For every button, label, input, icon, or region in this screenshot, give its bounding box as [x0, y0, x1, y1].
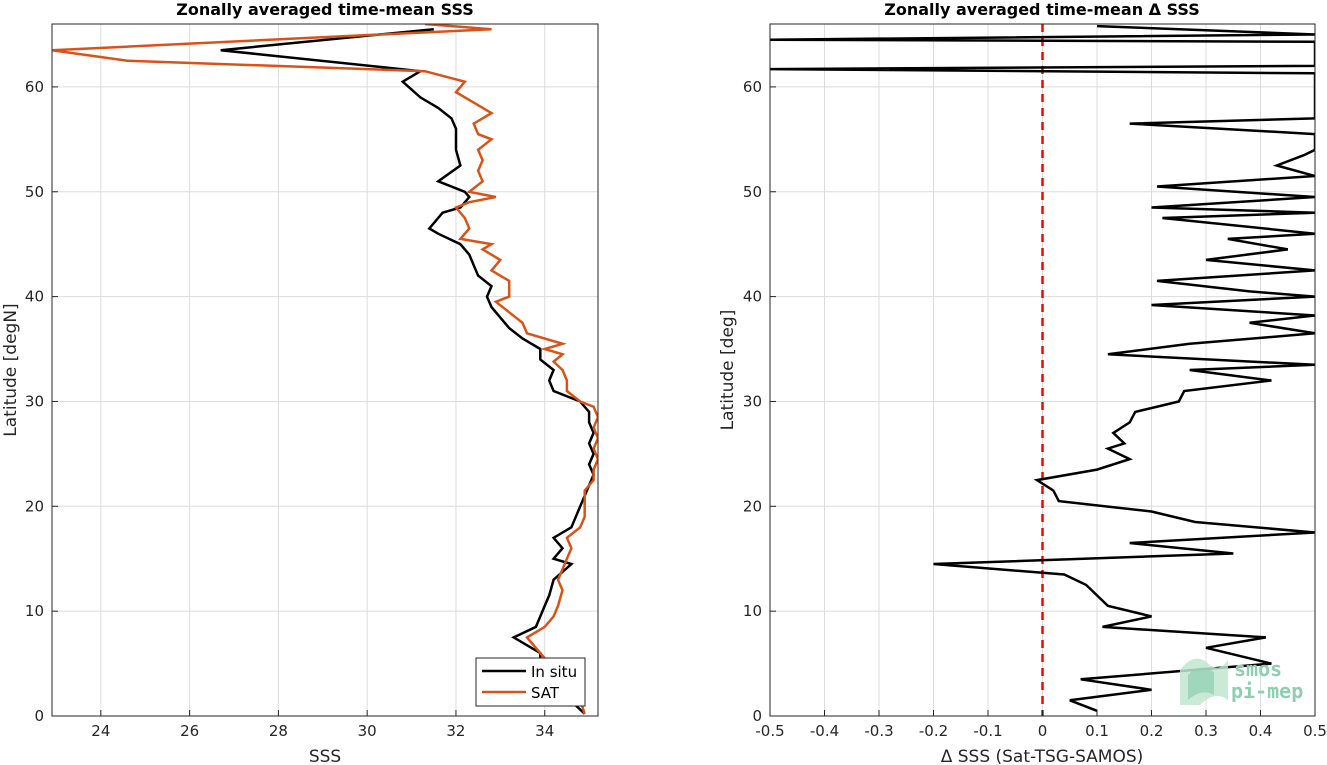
sss-xlabel: SSS — [309, 747, 341, 765]
sss-series — [52, 24, 598, 715]
sss-axes-box — [51, 23, 599, 717]
sss-ylabel: Latitude [degN] — [1, 303, 21, 436]
sss-xtick-label: 32 — [446, 722, 465, 740]
delta-xtick-label: 0.2 — [1140, 722, 1164, 740]
sss-xtick-label: 34 — [535, 722, 554, 740]
series-line-delta-sss — [770, 24, 1315, 712]
delta-ytick-label: 0 — [752, 707, 762, 725]
sss-ytick-label: 30 — [25, 392, 44, 410]
sss-ytick-label: 50 — [25, 183, 44, 201]
delta-title: Zonally averaged time-mean Δ SSS — [884, 0, 1200, 19]
delta-xtick-label: 0.1 — [1085, 722, 1109, 740]
delta-ytick-label: 40 — [743, 288, 762, 306]
sss-xtick-label: 26 — [180, 722, 199, 740]
series-line-sat — [52, 24, 598, 715]
sss-panel: 24 26 28 30 32 34 0 10 20 30 40 50 60 Zonally averag… — [1, 0, 599, 765]
sss-ytick-label: 10 — [25, 602, 44, 620]
delta-xtick-label: 0.5 — [1303, 722, 1327, 740]
delta-xtick-label: -0.1 — [973, 722, 1002, 740]
legend: In situ SAT — [475, 657, 586, 707]
logo-text-smos: smos — [1234, 657, 1282, 681]
delta-xtick-label: 0 — [1038, 722, 1048, 740]
logo-text-pi-mep: pi-mep — [1231, 679, 1303, 703]
sss-title: Zonally averaged time-mean SSS — [176, 0, 474, 19]
delta-ytick-label: 20 — [743, 497, 762, 515]
sss-ticks: 24 26 28 30 32 34 0 10 20 30 40 50 60 — [25, 78, 554, 740]
delta-ytick-label: 30 — [743, 392, 762, 410]
sss-plot-area — [52, 24, 598, 716]
legend-label-in-situ: In situ — [531, 663, 577, 681]
sss-xtick-label: 28 — [269, 722, 288, 740]
sss-grid — [52, 24, 598, 717]
delta-xtick-label: 0.3 — [1194, 722, 1218, 740]
sss-xtick-label: 30 — [358, 722, 377, 740]
legend-box — [475, 657, 586, 707]
delta-xtick-label: -0.5 — [755, 722, 784, 740]
logo-graphic-inner — [1188, 667, 1214, 700]
delta-ytick-label: 10 — [743, 602, 762, 620]
sss-xtick-label: 24 — [91, 722, 110, 740]
delta-xlabel: Δ SSS (Sat-TSG-SAMOS) — [941, 747, 1144, 765]
delta-xtick-label: 0.4 — [1249, 722, 1273, 740]
sss-ytick-label: 20 — [25, 497, 44, 515]
smos-pi-mep-logo: smos pi-mep — [1180, 657, 1303, 705]
delta-xtick-label: -0.4 — [810, 722, 839, 740]
delta-ytick-label: 60 — [743, 78, 762, 96]
delta-xtick-label: -0.3 — [864, 722, 893, 740]
delta-sss-panel: -0.5 -0.4 -0.3 -0.2 -0.1 0 0.1 0.2 0.3 0.4 0.5 0 10 2… — [718, 0, 1327, 765]
legend-label-sat: SAT — [531, 684, 560, 702]
delta-ticks: -0.5 -0.4 -0.3 -0.2 -0.1 0 0.1 0.2 0.3 0.4 0.5 0 10 2… — [743, 78, 1327, 740]
delta-ylabel: Latitude [deg] — [718, 310, 738, 431]
series-line-in-situ — [220, 27, 595, 715]
sss-ytick-label: 40 — [25, 288, 44, 306]
sss-ytick-label: 0 — [34, 707, 44, 725]
delta-ytick-label: 50 — [743, 183, 762, 201]
delta-xtick-label: -0.2 — [919, 722, 948, 740]
delta-series — [770, 24, 1315, 712]
sss-ytick-label: 60 — [25, 78, 44, 96]
